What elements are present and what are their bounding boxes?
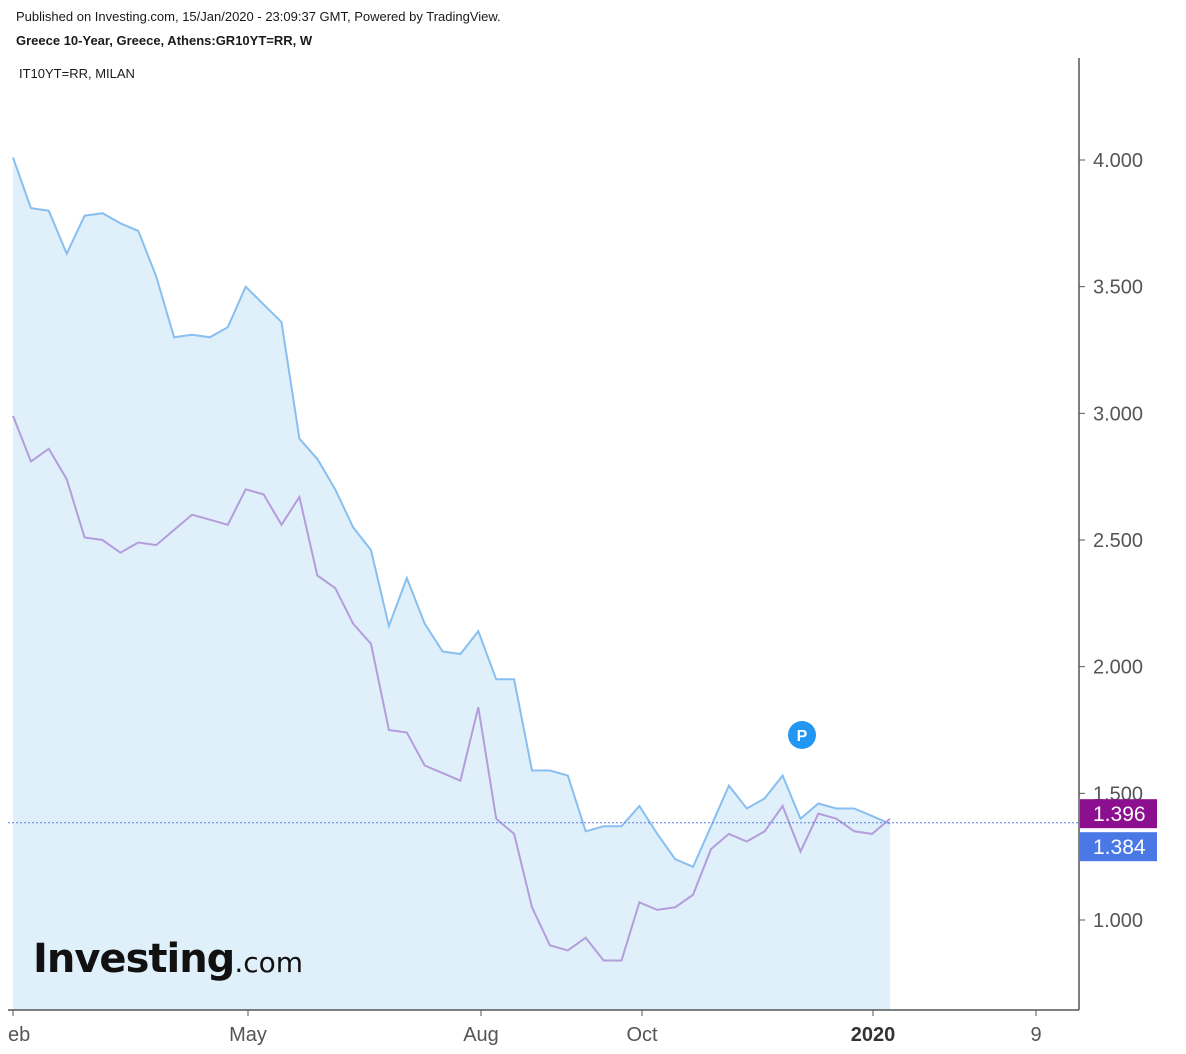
y-tick-label: 3.000 bbox=[1093, 403, 1143, 425]
y-tick-label: 2.500 bbox=[1093, 530, 1143, 552]
p-marker-circle[interactable] bbox=[788, 721, 816, 749]
greece-series-line[interactable] bbox=[12, 157, 891, 869]
x-tick-label: May bbox=[229, 1024, 267, 1046]
chart-subtitle: Greece 10-Year, Greece, Athens:GR10YT=RR… bbox=[16, 33, 313, 48]
x-tick-label: Aug bbox=[463, 1024, 499, 1046]
y-tick-label: 3.500 bbox=[1093, 277, 1143, 299]
x-tick-label: eb bbox=[8, 1024, 30, 1046]
italy-price-tag bbox=[1080, 799, 1157, 829]
greece-area-fill bbox=[13, 157, 890, 1010]
greece-price-tag-label: 1.384 bbox=[1093, 836, 1146, 859]
greece-price-tag bbox=[1080, 832, 1157, 862]
price-tags: 1.396 1.384 bbox=[1080, 799, 1157, 862]
x-tick-label: 2020 bbox=[851, 1024, 896, 1046]
italy-series-line[interactable] bbox=[12, 415, 891, 962]
italy-price-tag-label: 1.396 bbox=[1093, 803, 1146, 826]
y-tick-label: 2.000 bbox=[1093, 657, 1143, 679]
x-tick-label: 9 bbox=[1030, 1024, 1041, 1046]
plot-area[interactable]: P bbox=[8, 157, 1079, 1011]
published-info: Published on Investing.com, 15/Jan/2020 … bbox=[16, 9, 501, 24]
x-tick-label: Oct bbox=[626, 1024, 658, 1046]
p-marker-label: P bbox=[797, 728, 808, 745]
compare-series-label: IT10YT=RR, MILAN bbox=[19, 66, 135, 81]
logo-main-text: Investing bbox=[33, 936, 235, 982]
y-tick-label: 4.000 bbox=[1093, 150, 1143, 172]
logo-suffix-text: .com bbox=[234, 946, 304, 979]
y-tick-label: 1.000 bbox=[1093, 910, 1143, 932]
investing-logo: Investing.com bbox=[33, 936, 303, 982]
